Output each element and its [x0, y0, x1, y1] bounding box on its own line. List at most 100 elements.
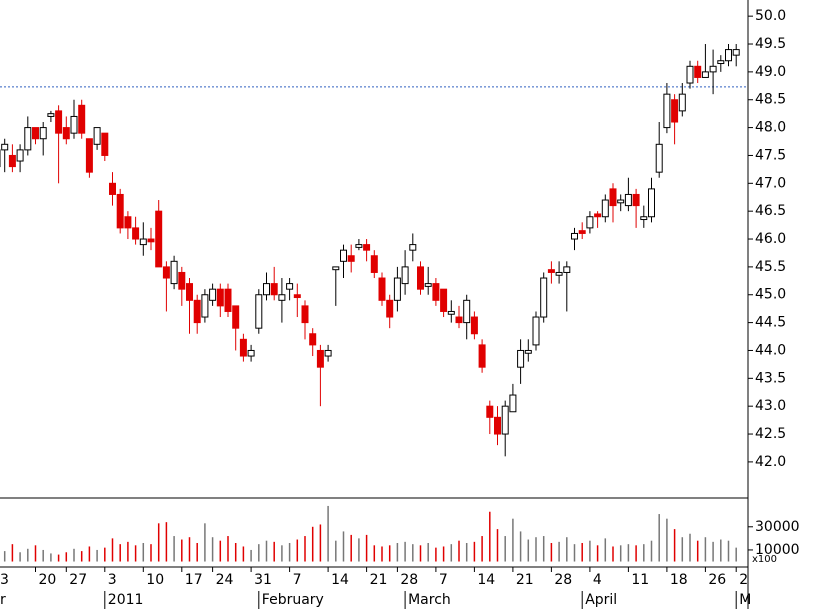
- candle-body: [216, 288, 224, 307]
- x-tick-label: 24: [216, 572, 234, 588]
- candle-body: [555, 271, 563, 276]
- candle-body: [594, 213, 602, 218]
- candle-body: [486, 405, 494, 418]
- x-tick-label: 28: [400, 572, 418, 588]
- candle-body: [370, 255, 378, 273]
- volume-tick-label: 30000: [755, 519, 800, 535]
- month-label: 2011: [108, 592, 144, 608]
- candle-body: [632, 193, 640, 207]
- y-tick-label: 44.0: [755, 342, 786, 358]
- candle-body: [316, 349, 324, 368]
- candle-body: [624, 193, 632, 207]
- candle-body: [116, 193, 124, 229]
- candle-body: [378, 277, 386, 301]
- candle-body: [93, 127, 101, 145]
- candle-body: [62, 127, 70, 140]
- y-tick-label: 49.0: [755, 64, 786, 80]
- candle-body: [725, 49, 732, 62]
- candle-body: [463, 299, 471, 324]
- volume-unit: x100: [752, 554, 777, 565]
- candle-body: [447, 310, 455, 315]
- candle-body: [278, 294, 286, 301]
- y-tick-label: 47.5: [755, 147, 786, 163]
- candle-body: [347, 255, 355, 262]
- candle-body: [517, 349, 525, 368]
- candle-body: [671, 99, 679, 123]
- y-tick-label: 46.5: [755, 203, 786, 219]
- candle-body: [717, 60, 725, 65]
- candle-body: [563, 266, 571, 273]
- candle-body: [255, 294, 263, 329]
- candle-body: [109, 182, 116, 195]
- candle-body: [155, 210, 163, 268]
- x-tick-label: 17: [185, 572, 203, 588]
- candle-body: [432, 283, 440, 301]
- y-tick-label: 47.0: [755, 175, 786, 191]
- candle-body: [139, 238, 147, 246]
- volume-tick-label: 10000: [755, 542, 800, 558]
- candle-body: [239, 338, 247, 357]
- candle-body: [132, 227, 140, 240]
- candle-body: [455, 316, 463, 324]
- candle-body: [701, 71, 709, 78]
- candle-body: [732, 49, 740, 56]
- candle-body: [417, 266, 424, 290]
- candle-body: [640, 216, 648, 221]
- candle-body: [78, 104, 86, 134]
- candle-body: [470, 316, 478, 335]
- x-tick-label: 7: [439, 572, 448, 588]
- x-tick-label: 26: [708, 572, 726, 588]
- candle-body: [186, 283, 193, 301]
- x-tick-label: 18: [670, 572, 688, 588]
- candle-body: [224, 288, 232, 312]
- candle-body: [678, 93, 686, 112]
- x-tick-label: 10: [146, 572, 164, 588]
- month-label: r: [0, 592, 6, 608]
- candle-body: [16, 149, 24, 162]
- y-tick-label: 43.0: [755, 398, 786, 414]
- candle-body: [340, 249, 347, 262]
- y-tick-label: 48.0: [755, 120, 786, 136]
- candle-body: [232, 305, 240, 329]
- x-tick-label: 7: [293, 572, 302, 588]
- candle-body: [363, 244, 371, 251]
- candle-body: [85, 138, 93, 173]
- candle-body: [532, 316, 540, 346]
- candle-body: [286, 283, 294, 290]
- candle-body: [332, 266, 340, 271]
- x-tick-label: 21: [370, 572, 388, 588]
- candle-body: [8, 154, 16, 168]
- month-label: April: [585, 592, 617, 608]
- candle-body: [162, 266, 170, 279]
- x-tick-label: 4: [593, 572, 602, 588]
- candle-body: [47, 113, 55, 117]
- x-tick-label: 21: [516, 572, 534, 588]
- x-tick-label: 2: [739, 572, 748, 588]
- candle-body: [586, 216, 594, 229]
- candle-body: [70, 115, 78, 134]
- candle-body: [694, 65, 702, 78]
- candle-body: [247, 349, 255, 357]
- x-tick-label: 27: [69, 572, 87, 588]
- candle-body: [547, 269, 555, 273]
- candle-body: [293, 294, 301, 299]
- candle-body: [147, 238, 155, 243]
- y-tick-label: 43.5: [755, 370, 786, 386]
- candle-body: [124, 216, 132, 229]
- candle-body: [709, 65, 717, 73]
- candle-body: [170, 260, 178, 285]
- month-label: February: [262, 592, 324, 608]
- candle-body: [440, 288, 448, 312]
- candle-body: [509, 394, 517, 413]
- x-tick-label: 14: [331, 572, 349, 588]
- candle-body: [648, 188, 655, 218]
- candle-body: [540, 277, 548, 318]
- candle-body: [309, 333, 317, 346]
- x-tick-label: 28: [554, 572, 572, 588]
- candle-body: [393, 277, 401, 301]
- candle-body: [655, 143, 663, 173]
- candle-body: [601, 199, 609, 218]
- candle-body: [501, 405, 509, 435]
- x-tick-label: 31: [254, 572, 272, 588]
- candle-body: [193, 299, 201, 324]
